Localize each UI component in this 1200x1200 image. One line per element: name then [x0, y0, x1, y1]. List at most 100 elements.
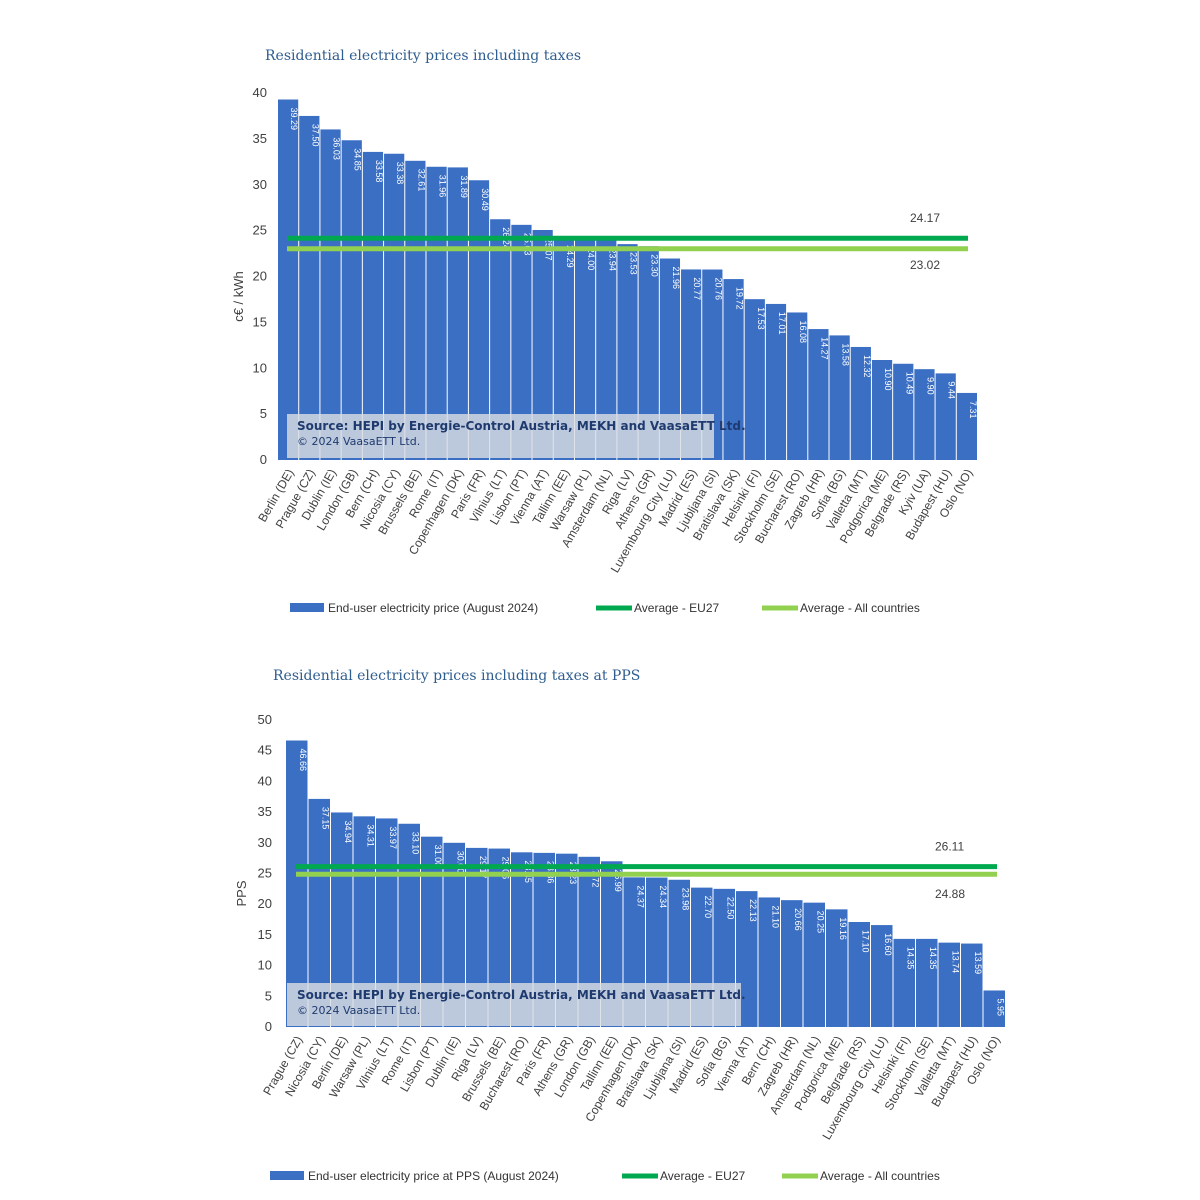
data-label: 20.66 [793, 908, 803, 931]
data-label: 9.90 [925, 377, 935, 395]
x-tick-label: London (GB) [551, 1034, 597, 1101]
x-tick-label: Oslo (NO) [964, 1033, 1003, 1087]
data-label: 7.31 [968, 401, 978, 419]
average-label: 24.17 [910, 211, 940, 225]
data-label: 23.94 [607, 248, 617, 271]
x-tick-label: Vienna (AT) [712, 1034, 756, 1095]
legend-swatch-bar [290, 603, 324, 612]
data-label: 16.08 [798, 320, 808, 343]
x-tick-label: Amsterdam (NL) [767, 1033, 823, 1116]
data-label: 29.17 [478, 856, 488, 879]
source-line-1: Source: HEPI by Energie-Control Austria,… [297, 988, 746, 1002]
source-box [287, 414, 714, 458]
data-label: 20.25 [815, 911, 825, 934]
data-label: 30.00 [455, 851, 465, 874]
x-tick-label: Luxembourg City (LU) [820, 1033, 891, 1142]
bar [914, 369, 935, 460]
data-label: 37.15 [320, 807, 330, 830]
bar [803, 902, 825, 1027]
x-tick-label: Riga (LV) [448, 1034, 485, 1084]
bar [871, 925, 893, 1027]
bar [723, 279, 744, 460]
bar [532, 229, 553, 460]
x-tick-label: Podgorica (ME) [792, 1034, 846, 1113]
data-label: 24.37 [635, 885, 645, 908]
data-label: 22.13 [748, 899, 758, 922]
data-label: 32.61 [416, 169, 426, 192]
x-tick-label: Copenhagen (DK) [582, 1034, 642, 1125]
data-label: 14.35 [905, 947, 915, 970]
data-label: 17.53 [756, 307, 766, 330]
bar [826, 909, 848, 1027]
chart-1-plot: 0 5 10 15 20 25 30 35 40 c€ / kWh Source: HEPI by … [231, 85, 978, 615]
bar [511, 852, 533, 1027]
data-label: 24.00 [586, 248, 596, 271]
data-label: 37.50 [310, 124, 320, 147]
x-tick-label: Sofia (BG) [693, 1033, 733, 1089]
x-tick-label: Tallinn (EE) [578, 1034, 621, 1094]
data-label: 28.36 [545, 861, 555, 884]
bar [787, 312, 808, 460]
y-tick-label: 10 [253, 360, 267, 375]
y-axis-title: c€ / kWh [231, 271, 246, 322]
data-label: 19.16 [838, 917, 848, 940]
y-tick-label: 35 [253, 131, 267, 146]
y-tick-label: 5 [260, 406, 267, 421]
data-label: 22.70 [703, 896, 713, 919]
y-tick-label: 45 [258, 743, 272, 758]
x-tick-label: Berlin (DE) [309, 1034, 350, 1092]
legend-label: Average - All countries [820, 1169, 940, 1183]
bar [490, 219, 511, 460]
y-tick-label: 10 [258, 958, 272, 973]
data-label: 9.44 [947, 381, 957, 399]
data-label: 36.03 [332, 137, 342, 160]
data-label: 29.06 [500, 857, 510, 880]
bar [646, 877, 668, 1027]
bar [736, 891, 758, 1027]
x-tick-label: Belgrade (RS) [818, 1033, 868, 1106]
bar [956, 392, 977, 460]
data-label: 31.96 [438, 175, 448, 198]
data-label: 19.72 [735, 287, 745, 310]
bar [331, 812, 353, 1027]
data-label: 23.30 [650, 254, 660, 277]
bar [691, 887, 713, 1027]
data-label: 24.34 [658, 886, 668, 909]
bar [893, 363, 914, 460]
data-label: 34.85 [353, 148, 363, 171]
data-label: 21.10 [770, 905, 780, 928]
legend-label: Average - EU27 [660, 1169, 745, 1183]
bar [808, 329, 829, 460]
chart-1-title: Residential electricity prices including… [265, 48, 582, 64]
bar [781, 900, 803, 1027]
bar [638, 246, 659, 460]
source-line-1: Source: HEPI by Energie-Control Austria,… [297, 419, 746, 433]
data-label: 13.74 [950, 951, 960, 974]
y-tick-label: 20 [253, 269, 267, 284]
bar [384, 153, 405, 460]
data-label: 14.35 [928, 947, 938, 970]
y-axis-title: PPS [234, 880, 249, 906]
x-tick-label: Warsaw (PL) [326, 1034, 373, 1101]
data-label: 14.27 [819, 337, 829, 360]
bar [553, 237, 574, 460]
x-tick-label: Bern (CH) [739, 1034, 778, 1088]
y-tick-label: 35 [258, 804, 272, 819]
data-label: 34.31 [365, 824, 375, 847]
bar [578, 856, 600, 1027]
bar [320, 129, 341, 460]
data-label: 27.72 [590, 865, 600, 888]
legend-label: End-user electricity price (August 2024) [328, 601, 538, 615]
data-label: 30.49 [480, 188, 490, 211]
average-label: 23.02 [910, 258, 940, 272]
y-tick-label: 50 [258, 712, 272, 727]
x-tick-label: Ljubljana (SI) [640, 1034, 687, 1102]
x-tick-label: Bucharest (RO) [477, 1034, 531, 1113]
bar [511, 224, 532, 460]
x-tick-label: Dublin (IE) [422, 1034, 462, 1090]
x-tick-label: Brussels (BE) [459, 1034, 508, 1105]
source-box [287, 983, 741, 1026]
bar [466, 847, 488, 1027]
